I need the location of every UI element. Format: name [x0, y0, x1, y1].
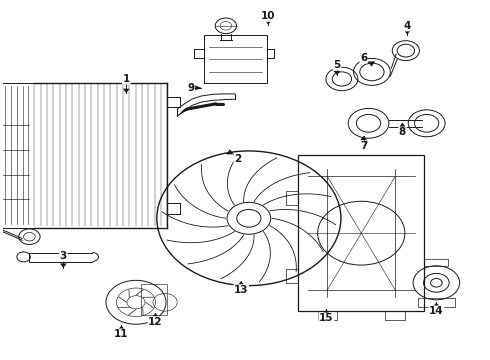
Text: 11: 11	[114, 329, 129, 339]
Text: 1: 1	[122, 74, 130, 84]
Polygon shape	[433, 302, 440, 307]
Text: 7: 7	[360, 141, 368, 151]
Bar	[286, 191, 298, 205]
Polygon shape	[404, 30, 411, 35]
Bar	[318, 311, 337, 320]
Bar	[286, 269, 298, 283]
Polygon shape	[196, 85, 201, 90]
Text: 4: 4	[404, 21, 411, 31]
Text: 6: 6	[360, 53, 368, 63]
Polygon shape	[360, 136, 367, 140]
Polygon shape	[368, 62, 375, 66]
Polygon shape	[399, 123, 406, 127]
Polygon shape	[265, 20, 271, 25]
Bar	[424, 259, 448, 266]
Polygon shape	[323, 309, 330, 314]
Polygon shape	[60, 264, 67, 268]
Text: 14: 14	[429, 306, 443, 316]
Text: 2: 2	[234, 154, 242, 164]
Bar	[204, 35, 267, 82]
Polygon shape	[118, 325, 125, 330]
Bar	[141, 284, 168, 315]
Text: 9: 9	[187, 83, 195, 93]
Polygon shape	[238, 281, 245, 285]
Text: 3: 3	[60, 251, 67, 261]
Bar	[386, 311, 405, 320]
Text: 13: 13	[234, 285, 248, 295]
Text: 8: 8	[399, 127, 406, 137]
Bar	[418, 298, 455, 307]
Polygon shape	[334, 71, 341, 76]
Text: 10: 10	[261, 11, 275, 21]
Text: 12: 12	[148, 317, 163, 327]
Text: 5: 5	[333, 60, 341, 70]
Bar	[298, 155, 424, 311]
Polygon shape	[152, 313, 159, 318]
Text: 15: 15	[319, 313, 334, 323]
Polygon shape	[226, 150, 233, 154]
Polygon shape	[123, 89, 130, 93]
